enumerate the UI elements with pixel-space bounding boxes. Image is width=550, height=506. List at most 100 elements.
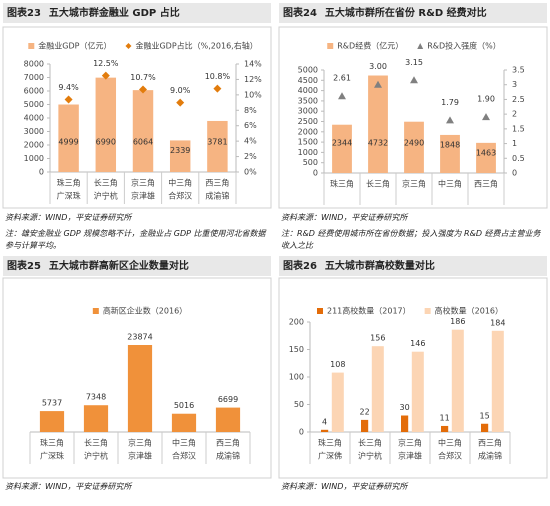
marker	[64, 95, 73, 104]
value-label: 4	[322, 417, 327, 426]
value-label: 1848	[440, 140, 460, 149]
y2-tick-label: 3	[512, 80, 517, 89]
bar	[331, 372, 344, 432]
x-tick-label: 中三角	[438, 179, 462, 189]
y-tick-label: 50	[294, 400, 304, 409]
y-tick-label: 4000	[298, 86, 318, 95]
y2-tick-label: 2.5	[512, 95, 525, 104]
header-bg	[3, 3, 271, 23]
y-tick-label: 500	[303, 158, 318, 167]
value-label: 2339	[170, 146, 190, 155]
chart-title: 五大城市群所在省份 R&D 经费对比	[325, 6, 487, 19]
chart-title: 五大城市群高校数量对比	[325, 259, 435, 272]
source: 资料来源：WIND，平安证券研究所	[281, 213, 408, 222]
figure-label: 图表24	[283, 6, 317, 19]
y2-tick-label: 3.5	[512, 66, 525, 75]
y2-tick-label: 0.5	[512, 154, 525, 163]
value-label: 6990	[96, 138, 116, 147]
legend-label: 金融业GDP（亿元）	[38, 41, 111, 51]
figure-label: 图表26	[283, 259, 317, 272]
value-label: 22	[360, 407, 370, 416]
x-tick-label: 京三角	[131, 178, 155, 188]
value-label: 9.4%	[58, 83, 79, 92]
value-label: 108	[330, 360, 345, 369]
x-tick-label: 西三角	[474, 179, 498, 189]
y-tick-label: 2000	[24, 141, 44, 150]
value-label: 12.5%	[93, 59, 119, 68]
bar	[441, 425, 449, 432]
value-label: 2.61	[333, 74, 351, 83]
x-tick-label: 长三角	[366, 179, 390, 189]
x-tick-label: 长三角	[358, 438, 382, 448]
chart-frame	[2, 277, 272, 479]
figure-label: 图表23	[7, 6, 41, 19]
x-tick-label: 沪宁杭	[358, 451, 382, 461]
value-label: 7348	[86, 393, 106, 402]
value-label: 5016	[174, 401, 194, 410]
y-tick-label: 100	[289, 373, 304, 382]
y2-tick-label: 6%	[244, 121, 257, 130]
y2-tick-label: 2	[512, 110, 517, 119]
bar	[207, 120, 228, 172]
bar	[171, 413, 197, 432]
x-tick-label: 长三角	[84, 438, 108, 448]
marker	[482, 113, 490, 121]
marker	[446, 116, 454, 124]
legend-swatch	[317, 308, 323, 314]
bar	[361, 419, 369, 432]
y-tick-label: 4000	[24, 114, 44, 123]
value-label: 146	[410, 339, 425, 348]
legend-label: 高校数量（2016）	[435, 306, 503, 316]
x-tick-label: 西三角	[478, 438, 502, 448]
y-tick-label: 200	[289, 318, 304, 327]
bar	[215, 407, 241, 432]
y-tick-label: 1000	[298, 148, 318, 157]
value-label: 4999	[58, 138, 78, 147]
x-tick-label: 珠三角	[330, 179, 354, 189]
value-label: 2344	[332, 139, 352, 148]
y-tick-label: 3000	[24, 127, 44, 136]
value-label: 1.79	[441, 98, 459, 107]
x-tick-label: 京津雄	[128, 451, 152, 461]
marker	[374, 80, 382, 88]
y2-tick-label: 0%	[244, 168, 257, 177]
bar	[132, 90, 154, 172]
marker	[101, 71, 110, 80]
bar	[371, 346, 384, 432]
bar	[404, 121, 424, 173]
y2-tick-label: 14%	[244, 60, 262, 69]
y-tick-label: 3500	[298, 96, 318, 105]
x-tick-label: 合郑汉	[438, 451, 462, 461]
bar	[39, 411, 65, 432]
y2-tick-label: 1.5	[512, 124, 525, 133]
bar	[332, 124, 352, 173]
marker	[338, 92, 346, 100]
x-tick-label: 广深珠	[40, 451, 64, 461]
value-label: 2490	[404, 139, 424, 148]
note: 注：R&D 经费使用城市所在省份数据；投入强度为 R&D 经费占主营业务收入之比	[281, 229, 541, 250]
x-tick-label: 合郑汉	[172, 451, 196, 461]
y-tick-label: 0	[299, 428, 304, 437]
y2-tick-label: 8%	[244, 106, 257, 115]
value-label: 9.0%	[170, 86, 191, 95]
value-label: 6064	[133, 138, 153, 147]
bar	[491, 330, 504, 432]
y-tick-label: 2500	[298, 117, 318, 126]
x-tick-label: 合郑汉	[168, 191, 192, 201]
value-label: 15	[480, 411, 490, 420]
y-tick-label: 6000	[24, 87, 44, 96]
figure-label: 图表25	[7, 259, 41, 272]
value-label: 10.7%	[130, 73, 156, 82]
bar	[368, 75, 388, 173]
legend-swatch	[417, 43, 424, 49]
bar	[321, 429, 329, 432]
bar	[440, 134, 460, 173]
y-tick-label: 5000	[24, 100, 44, 109]
x-tick-label: 中三角	[172, 438, 196, 448]
legend-label: 211高校数量（2017）	[327, 306, 411, 316]
x-tick-label: 成渝锦	[478, 451, 502, 461]
y2-tick-label: 10%	[244, 90, 262, 99]
chart-title: 五大城市群金融业 GDP 占比	[49, 6, 180, 19]
x-tick-label: 京三角	[398, 438, 422, 448]
value-label: 184	[490, 318, 505, 327]
